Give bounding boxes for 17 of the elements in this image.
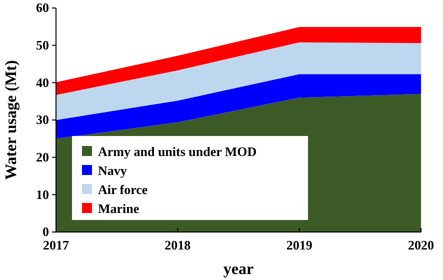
y-tick-label: 30 <box>36 112 49 128</box>
y-tick-label: 40 <box>36 74 49 90</box>
y-tick-label: 50 <box>36 37 49 52</box>
x-tick-label: 2019 <box>286 237 313 252</box>
x-tick-label: 2020 <box>408 237 434 252</box>
legend-label: Air force <box>98 182 148 197</box>
legend-label: Marine <box>98 201 140 216</box>
y-axis-title: Water usage (Mt) <box>3 60 20 180</box>
x-axis-title: year <box>223 261 254 278</box>
x-tick-label: 2017 <box>43 237 70 252</box>
y-tick-label: 60 <box>36 0 49 16</box>
y-tick-label: 20 <box>36 149 49 164</box>
legend-label: Navy <box>98 163 128 178</box>
x-tick-label: 2018 <box>164 237 192 252</box>
y-tick-label: 0 <box>42 224 49 240</box>
y-tick-label: 10 <box>36 186 49 202</box>
legend-label: Army and units under MOD <box>98 144 257 159</box>
